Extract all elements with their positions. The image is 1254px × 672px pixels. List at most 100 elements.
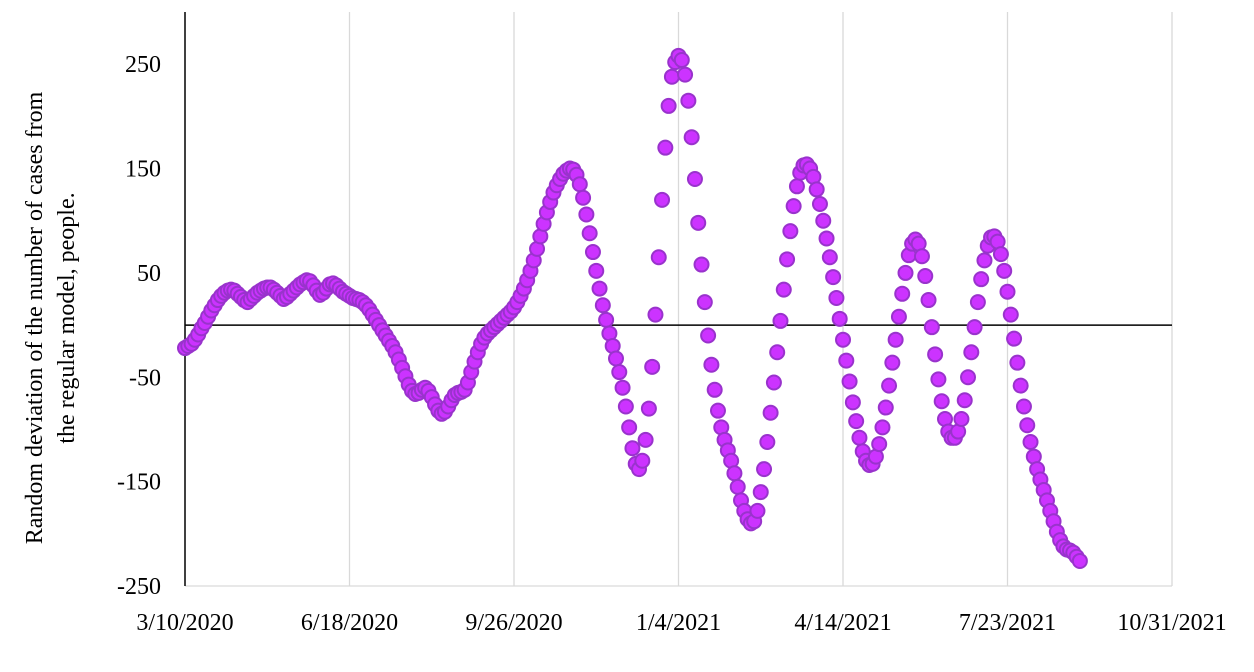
- data-point: [835, 331, 851, 348]
- data-point: [621, 419, 638, 436]
- data-point: [1019, 417, 1036, 434]
- data-point: [660, 97, 677, 114]
- data-point: [825, 269, 842, 286]
- y-tick-label: -50: [129, 365, 161, 391]
- data-point: [690, 214, 707, 231]
- data-point: [657, 139, 674, 156]
- data-point: [607, 350, 624, 367]
- data-point: [706, 381, 723, 398]
- data-point: [598, 311, 615, 328]
- data-point: [808, 181, 825, 198]
- data-point: [877, 399, 894, 416]
- y-tick-label: 150: [125, 157, 161, 183]
- data-point: [756, 461, 773, 478]
- data-point: [752, 484, 769, 501]
- data-point: [696, 294, 713, 311]
- data-point: [973, 271, 990, 288]
- data-point: [611, 364, 628, 381]
- data-point: [644, 358, 661, 375]
- data-point: [871, 436, 888, 453]
- data-point: [647, 306, 664, 323]
- data-point: [614, 379, 631, 396]
- data-point: [953, 411, 970, 428]
- data-point: [788, 178, 805, 195]
- data-point: [759, 433, 776, 450]
- data-point: [772, 312, 789, 329]
- data-point: [881, 377, 898, 394]
- data-point: [683, 129, 700, 146]
- data-point: [969, 294, 986, 311]
- data-point: [818, 230, 835, 247]
- y-tick-label: -250: [117, 574, 161, 600]
- data-point: [815, 212, 832, 229]
- y-tick-label: -150: [117, 470, 161, 496]
- data-point: [785, 198, 802, 215]
- data-point: [594, 297, 611, 314]
- data-point: [1015, 398, 1032, 415]
- y-tick-label: 250: [125, 52, 161, 78]
- data-point: [848, 413, 865, 430]
- data-point: [963, 344, 980, 361]
- x-tick-label: 3/10/2020: [136, 610, 233, 636]
- x-tick-label: 1/4/2021: [636, 610, 721, 636]
- data-point: [677, 66, 694, 83]
- data-point: [831, 310, 848, 327]
- data-point: [890, 308, 907, 325]
- x-tick-label: 6/18/2020: [301, 610, 398, 636]
- data-point: [581, 225, 598, 242]
- data-point: [992, 246, 1009, 263]
- data-point: [913, 248, 930, 265]
- data-point: [673, 52, 690, 69]
- data-point: [887, 331, 904, 348]
- data-point: [709, 402, 726, 419]
- y-axis-title-line: Random deviation of the number of cases …: [22, 91, 48, 544]
- data-point: [1022, 433, 1039, 450]
- data-point: [960, 369, 977, 386]
- data-point: [703, 356, 720, 373]
- grid-lines: [185, 12, 1173, 587]
- data-points: [177, 47, 1088, 569]
- data-point: [1071, 552, 1088, 569]
- data-point: [624, 440, 641, 457]
- data-point: [782, 223, 799, 240]
- data-point: [844, 394, 861, 411]
- data-point: [1009, 354, 1026, 371]
- data-point: [841, 373, 858, 390]
- data-point: [584, 244, 601, 261]
- data-point: [874, 419, 891, 436]
- data-point: [591, 280, 608, 297]
- data-point: [765, 374, 782, 391]
- data-point: [588, 262, 605, 279]
- data-point: [923, 319, 940, 336]
- data-point: [617, 398, 634, 415]
- x-tick-label: 9/26/2020: [465, 610, 562, 636]
- x-tick-label: 7/23/2021: [959, 610, 1056, 636]
- data-point: [811, 196, 828, 213]
- data-point: [654, 191, 671, 208]
- data-point: [779, 251, 796, 268]
- data-point: [1012, 377, 1029, 394]
- data-point: [749, 502, 766, 519]
- data-point: [1002, 306, 1019, 323]
- data-point: [930, 371, 947, 388]
- data-point: [575, 189, 592, 206]
- data-point: [884, 354, 901, 371]
- data-point: [821, 249, 838, 266]
- data-point: [976, 252, 993, 269]
- x-tick-labels: 3/10/2020 6/18/2020 9/26/2020 1/4/2021 4/14/…: [136, 610, 1226, 636]
- data-point: [838, 352, 855, 369]
- x-tick-label: 10/31/2021: [1117, 610, 1226, 636]
- y-tick-label: 50: [137, 261, 161, 287]
- data-point: [996, 262, 1013, 279]
- data-point: [933, 393, 950, 410]
- y-axis-title: Random deviation of the number of cases …: [22, 91, 80, 544]
- data-point: [578, 206, 595, 223]
- data-point: [693, 256, 710, 273]
- y-tick-labels: 250 150 50 -50 -150 -250: [117, 52, 161, 600]
- data-point: [640, 400, 657, 417]
- data-point: [663, 68, 680, 85]
- data-point: [920, 292, 937, 309]
- data-point: [966, 319, 983, 336]
- y-axis-title-line: the regular model, people.: [54, 192, 80, 443]
